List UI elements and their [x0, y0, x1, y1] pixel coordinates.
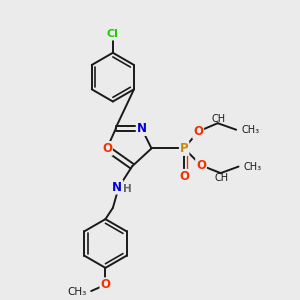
Text: N: N — [137, 122, 147, 135]
Text: CH: CH — [214, 172, 228, 183]
Text: CH₃: CH₃ — [244, 162, 262, 172]
Text: O: O — [196, 159, 206, 172]
Text: O: O — [102, 142, 112, 155]
Text: P: P — [180, 142, 188, 155]
Text: O: O — [179, 170, 189, 183]
Text: H: H — [123, 184, 131, 194]
Text: CH₃: CH₃ — [67, 287, 86, 297]
Text: CH: CH — [211, 114, 225, 124]
Text: O: O — [100, 278, 110, 291]
Text: Cl: Cl — [107, 29, 119, 39]
Text: N: N — [112, 181, 122, 194]
Text: CH₃: CH₃ — [242, 125, 260, 135]
Text: O: O — [193, 125, 203, 138]
